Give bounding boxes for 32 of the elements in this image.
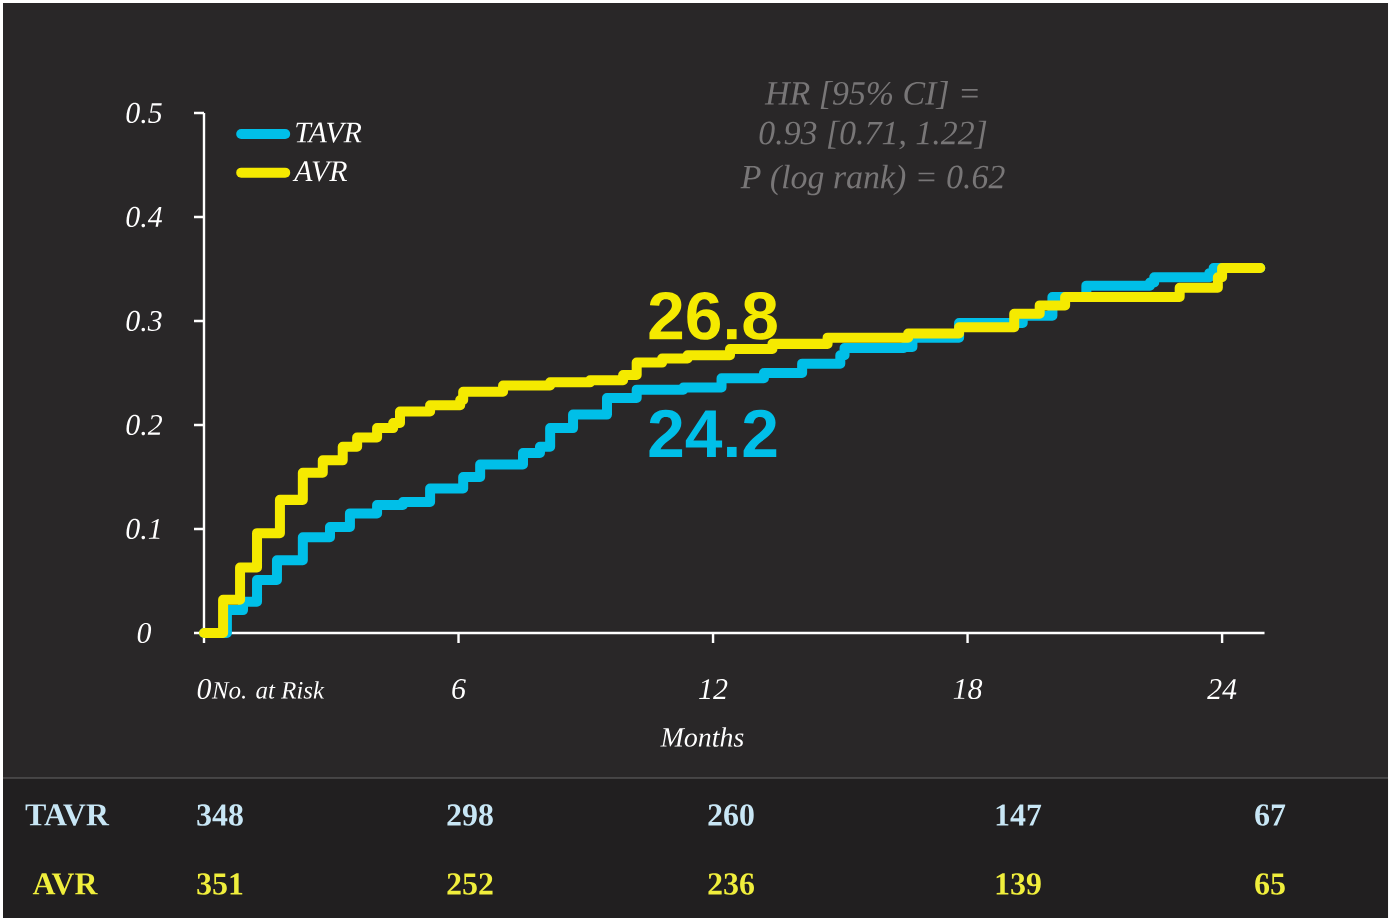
annotation: 26.8 xyxy=(649,291,777,340)
y-tick-label: 0.1 xyxy=(126,518,160,540)
x-tick-label: 6 xyxy=(452,678,466,700)
x-tick-label: 0 xyxy=(197,678,212,700)
text: 139 xyxy=(996,873,1041,895)
text: TAVR xyxy=(25,804,110,826)
text: 65 xyxy=(1255,873,1285,895)
y-tick-label: 0.4 xyxy=(126,206,163,228)
y-tick-label: 0.3 xyxy=(126,310,162,332)
y-tick-label: 0.2 xyxy=(126,414,163,436)
text: 298 xyxy=(447,804,493,826)
y-tick-label: 0.5 xyxy=(126,102,162,124)
x-tick-label: 24 xyxy=(1207,679,1237,699)
annotation: P (log rank) = 0.62 xyxy=(740,164,1005,196)
text: 67 xyxy=(1255,804,1286,826)
text: No. at Risk xyxy=(211,681,325,699)
annotation: 24.2 xyxy=(649,409,777,458)
text: 236 xyxy=(708,873,754,895)
legend-label: TAVR xyxy=(296,122,362,143)
text: AVR xyxy=(32,873,98,895)
text: HR [95% CI] = xyxy=(764,80,978,110)
text: 252 xyxy=(447,873,493,895)
legend-label: AVR xyxy=(292,161,348,182)
x-axis-title: Months xyxy=(660,727,744,747)
text: 260 xyxy=(708,804,754,826)
text: 147 xyxy=(996,804,1042,826)
x-tick-label: 18 xyxy=(953,678,983,700)
y-tick-label: 0 xyxy=(137,622,152,644)
x-tick-label: 12 xyxy=(699,679,728,699)
annotation: 0.93 [0.71, 1.22] xyxy=(759,120,987,150)
text: 348 xyxy=(197,804,243,826)
text: 351 xyxy=(197,873,243,895)
